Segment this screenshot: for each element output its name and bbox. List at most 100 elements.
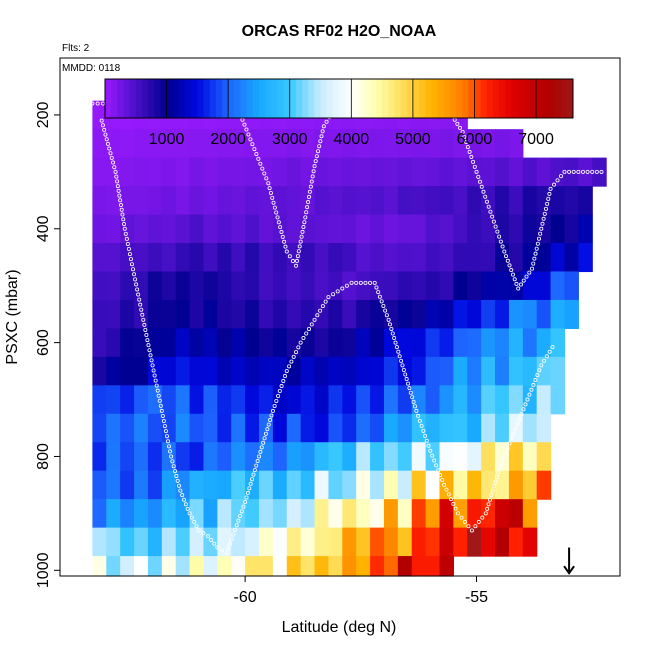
colorbar-segment <box>283 79 291 118</box>
track-point <box>547 349 552 354</box>
heatmap-cell <box>356 186 371 216</box>
heatmap-cell <box>231 556 246 577</box>
colorbar-segment <box>265 79 272 118</box>
heatmap-cell <box>134 328 149 358</box>
y-axis-label: PSXC (mbar) <box>4 269 21 364</box>
track-point <box>279 230 284 235</box>
colorbar-segment <box>209 79 217 118</box>
track-point <box>318 139 323 144</box>
heatmap-cell <box>411 129 427 159</box>
heatmap-cell <box>328 186 343 216</box>
heatmap-cell <box>467 442 482 472</box>
heatmap-cell <box>495 413 510 443</box>
track-point <box>278 225 283 230</box>
track-point <box>147 348 152 353</box>
heatmap-cell <box>147 271 163 301</box>
heatmap-cell <box>342 299 357 329</box>
heatmap-cell <box>314 470 330 500</box>
track-point <box>521 278 526 283</box>
heatmap-cell <box>411 556 427 577</box>
track-point <box>540 221 545 226</box>
heatmap-cell <box>397 527 413 557</box>
track-point <box>272 205 277 210</box>
heatmap-cell <box>397 243 413 273</box>
track-point <box>479 184 484 189</box>
heatmap-cell <box>439 328 454 358</box>
heatmap-cell <box>370 527 385 557</box>
heatmap-cell <box>495 356 510 386</box>
track-point <box>274 210 279 215</box>
heatmap-cell <box>425 527 441 557</box>
heatmap-cell <box>175 413 191 443</box>
track-point <box>486 502 491 507</box>
track-point <box>287 254 292 259</box>
heatmap-cell <box>453 299 468 329</box>
heatmap-cell <box>508 243 524 273</box>
heatmap-cell <box>467 328 482 358</box>
colorbar-segment <box>277 79 285 118</box>
track-point <box>146 343 151 348</box>
heatmap-cell <box>92 186 107 216</box>
heatmap-cell <box>175 356 191 386</box>
heatmap-cell <box>356 243 371 273</box>
track-point <box>180 493 185 498</box>
track-point <box>139 307 144 312</box>
track-point <box>271 200 276 205</box>
heatmap-cell <box>175 328 191 358</box>
heatmap-cell <box>370 214 385 244</box>
track-point <box>255 459 260 464</box>
track-point <box>381 303 386 308</box>
heatmap-cell <box>92 413 107 443</box>
colorbar-segment <box>499 79 506 118</box>
heatmap-cell <box>286 299 302 329</box>
heatmap-cell <box>272 442 288 472</box>
heatmap-cell <box>161 214 177 244</box>
track-point <box>580 169 585 174</box>
heatmap-cell <box>92 527 107 557</box>
heatmap-cell <box>328 556 343 577</box>
heatmap-cell <box>189 556 205 577</box>
track-point <box>185 506 190 511</box>
track-point <box>358 280 363 285</box>
track-point <box>131 267 136 272</box>
track-point <box>159 408 164 413</box>
heatmap-cell <box>286 385 302 415</box>
track-point <box>276 393 281 398</box>
track-point <box>116 188 121 193</box>
track-point <box>408 390 413 395</box>
heatmap-cell <box>314 186 330 216</box>
heatmap-cell <box>189 413 205 443</box>
track-point <box>309 322 314 327</box>
track-point <box>511 431 516 436</box>
track-point <box>417 418 422 423</box>
track-point <box>158 403 163 408</box>
track-point <box>227 541 232 546</box>
track-point <box>212 541 217 546</box>
heatmap-cell <box>134 356 149 386</box>
heatmap-cell <box>508 470 524 500</box>
heatmap-cell <box>425 157 441 187</box>
heatmap-cell <box>411 442 427 472</box>
track-point <box>489 493 494 498</box>
track-point <box>304 210 309 215</box>
colorbar-segment <box>222 79 229 118</box>
heatmap-cell <box>300 356 316 386</box>
heatmap-cell <box>356 157 371 187</box>
track-point <box>111 160 116 165</box>
heatmap-cell <box>439 243 454 273</box>
heatmap-cell <box>203 385 218 415</box>
heatmap-cell <box>411 356 427 386</box>
heatmap-cell <box>328 299 343 329</box>
heatmap-cell <box>578 186 593 216</box>
track-point <box>546 196 551 201</box>
heatmap-cell <box>161 385 177 415</box>
heatmap-cell <box>425 385 441 415</box>
track-point <box>514 281 519 286</box>
track-point <box>258 161 263 166</box>
heatmap-cell <box>314 356 330 386</box>
heatmap-cell <box>467 385 482 415</box>
track-point <box>421 428 426 433</box>
heatmap-cell <box>189 527 205 557</box>
heatmap-cell <box>522 186 538 216</box>
track-point <box>474 169 479 174</box>
